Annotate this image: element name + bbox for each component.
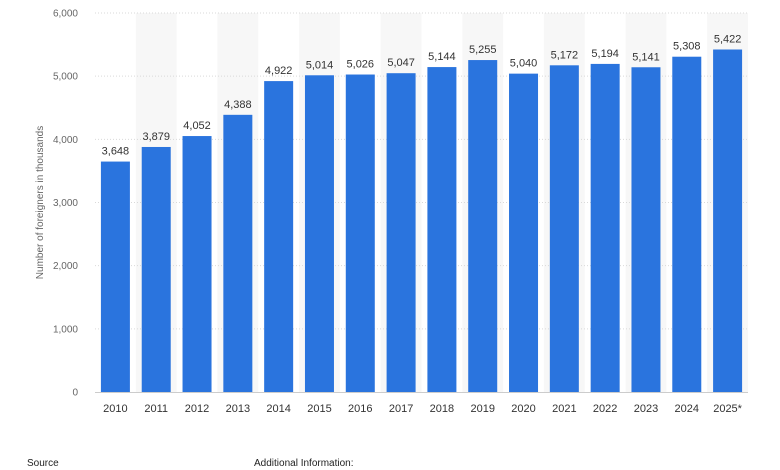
bar	[468, 60, 498, 392]
bar	[304, 75, 334, 392]
value-label: 5,422	[714, 34, 742, 46]
value-label: 5,172	[551, 49, 579, 61]
x-tick-label: 2021	[552, 403, 576, 415]
x-tick-label: 2020	[511, 403, 535, 415]
bar	[631, 67, 661, 393]
value-label: 5,194	[591, 48, 619, 60]
value-label: 5,026	[347, 59, 375, 71]
bar	[590, 63, 620, 393]
source-link[interactable]: Source	[27, 458, 59, 469]
bar	[549, 65, 579, 392]
x-tick-label: 2018	[430, 403, 454, 415]
x-tick-label: 2023	[634, 403, 658, 415]
bar-chart: 0 1,000 2,000 3,000 4,000 5,000 6,000 3,648 3,8…	[35, 9, 748, 415]
value-label: 4,052	[183, 120, 211, 132]
y-tick-label: 5,000	[53, 72, 78, 83]
x-tick-label: 2019	[470, 403, 494, 415]
y-axis-ticks: 0 1,000 2,000 3,000 4,000 5,000 6,000	[53, 9, 78, 399]
x-tick-label: 2016	[348, 403, 372, 415]
value-label: 5,040	[510, 58, 538, 70]
bar	[427, 67, 457, 392]
additional-info-link[interactable]: Additional Information:	[254, 458, 354, 469]
bar	[223, 114, 253, 392]
value-label: 4,388	[224, 99, 252, 111]
x-tick-label: 2024	[675, 403, 699, 415]
y-tick-label: 6,000	[53, 9, 78, 20]
value-label: 5,141	[632, 51, 660, 63]
value-label: 5,255	[469, 44, 497, 56]
x-tick-label: 2010	[103, 403, 127, 415]
y-tick-label: 2,000	[53, 261, 78, 272]
bar	[100, 161, 130, 392]
x-tick-label: 2014	[266, 403, 290, 415]
value-label: 5,047	[387, 57, 415, 69]
x-tick-label: 2025*	[713, 403, 742, 415]
bar	[672, 56, 702, 392]
bar	[386, 73, 416, 393]
x-tick-label: 2012	[185, 403, 209, 415]
bar	[264, 81, 294, 393]
x-tick-label: 2017	[389, 403, 413, 415]
y-tick-label: 0	[72, 388, 78, 399]
value-label: 3,648	[102, 146, 130, 158]
y-tick-label: 3,000	[53, 198, 78, 209]
y-tick-label: 1,000	[53, 324, 78, 335]
bar	[182, 136, 212, 392]
y-axis-label: Number of foreigners in thousands	[35, 126, 46, 279]
x-tick-label: 2022	[593, 403, 617, 415]
bars	[100, 49, 743, 393]
value-labels: 3,648 3,879 4,052 4,388 4,922 5,014 5,026 5,047…	[102, 34, 742, 158]
value-label: 5,308	[673, 41, 701, 53]
x-tick-label: 2015	[307, 403, 331, 415]
value-label: 5,014	[306, 59, 334, 71]
bar	[713, 49, 743, 392]
value-label: 4,922	[265, 65, 293, 77]
x-axis-ticks: 2010 2011 2012 2013 2014 2015 2016 2017 2018 2019…	[103, 403, 743, 415]
bar	[345, 74, 375, 393]
bar	[141, 146, 171, 392]
value-label: 5,144	[428, 51, 456, 63]
y-tick-label: 4,000	[53, 135, 78, 146]
x-tick-label: 2011	[144, 403, 168, 415]
value-label: 3,879	[142, 131, 170, 143]
x-tick-label: 2013	[226, 403, 250, 415]
bar	[509, 73, 539, 392]
